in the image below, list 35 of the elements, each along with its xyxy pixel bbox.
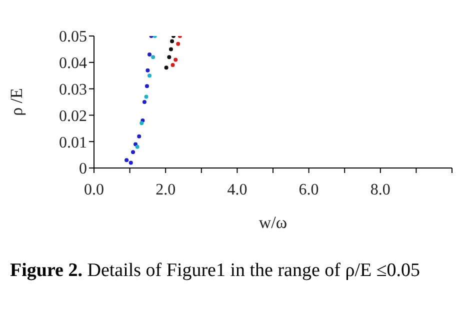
point [137, 134, 142, 138]
point [147, 52, 152, 56]
point [170, 39, 174, 44]
point [170, 63, 175, 68]
point [151, 55, 156, 60]
point [134, 142, 138, 146]
point [135, 144, 140, 149]
point [168, 47, 173, 52]
point [174, 58, 178, 62]
point [140, 121, 144, 126]
point [147, 74, 152, 78]
point [124, 158, 129, 162]
point [144, 94, 148, 99]
x-tick-label: 6.0 [298, 181, 319, 198]
x-tick-label: 2.0 [156, 181, 176, 198]
point [144, 84, 149, 88]
point [142, 100, 146, 104]
x-axis-title: w/ω [258, 213, 288, 232]
y-axis-title: ρ /E [7, 88, 26, 116]
point [131, 150, 136, 154]
point [164, 66, 168, 70]
y-tick-label: 0.02 [59, 108, 87, 125]
y-tick-label: 0.04 [59, 55, 87, 72]
x-tick-label: 4.0 [227, 181, 248, 198]
y-tick-label: 0.05 [59, 28, 87, 46]
caption: Figure 2. Details of Figure1 in the range of ρ/E ≤0.05 [9, 259, 422, 283]
x-tick-label: 8.0 [370, 181, 390, 198]
point [176, 42, 180, 46]
point [128, 160, 133, 165]
x-tick-label: 0.0 [84, 181, 104, 198]
y-tick-label: 0.01 [59, 134, 87, 152]
point [167, 55, 172, 60]
point [146, 68, 150, 72]
y-tick-label: 0.03 [59, 81, 87, 98]
y-tick-label: 0 [79, 160, 87, 178]
